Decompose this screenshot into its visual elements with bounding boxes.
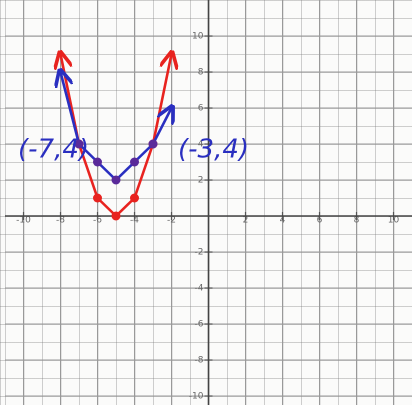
point xyxy=(130,193,139,203)
point xyxy=(130,157,139,167)
x-tick-label: 6 xyxy=(317,216,323,226)
y-tick-label: -4 xyxy=(195,284,204,294)
y-tick-label: -6 xyxy=(195,320,204,330)
x-tick-label: 8 xyxy=(354,216,360,226)
y-tick-label: -2 xyxy=(195,248,204,258)
point xyxy=(111,211,121,221)
annotation: (-7,4) xyxy=(18,135,89,165)
point xyxy=(74,139,84,149)
x-tick-label: 4 xyxy=(280,216,286,226)
x-tick-label: -4 xyxy=(130,216,139,226)
x-tick-label: -6 xyxy=(93,216,102,226)
y-tick-label: 4 xyxy=(198,140,204,150)
y-tick-label: -8 xyxy=(195,356,204,366)
y-tick-label: -10 xyxy=(189,392,204,402)
y-tick-label: 2 xyxy=(198,176,204,186)
point xyxy=(111,175,121,185)
x-tick-label: 2 xyxy=(243,216,249,226)
y-tick-label: 8 xyxy=(198,68,204,78)
y-tick-label: 10 xyxy=(192,32,204,42)
point xyxy=(93,193,102,203)
x-tick-label: -8 xyxy=(56,216,65,226)
y-tick-label: 6 xyxy=(198,104,204,114)
point xyxy=(148,139,158,149)
annotation: (-3,4) xyxy=(178,135,249,165)
x-tick-label: 10 xyxy=(388,216,400,226)
x-tick-label: -10 xyxy=(16,216,31,226)
x-tick-label: -2 xyxy=(167,216,176,226)
point xyxy=(93,157,102,167)
